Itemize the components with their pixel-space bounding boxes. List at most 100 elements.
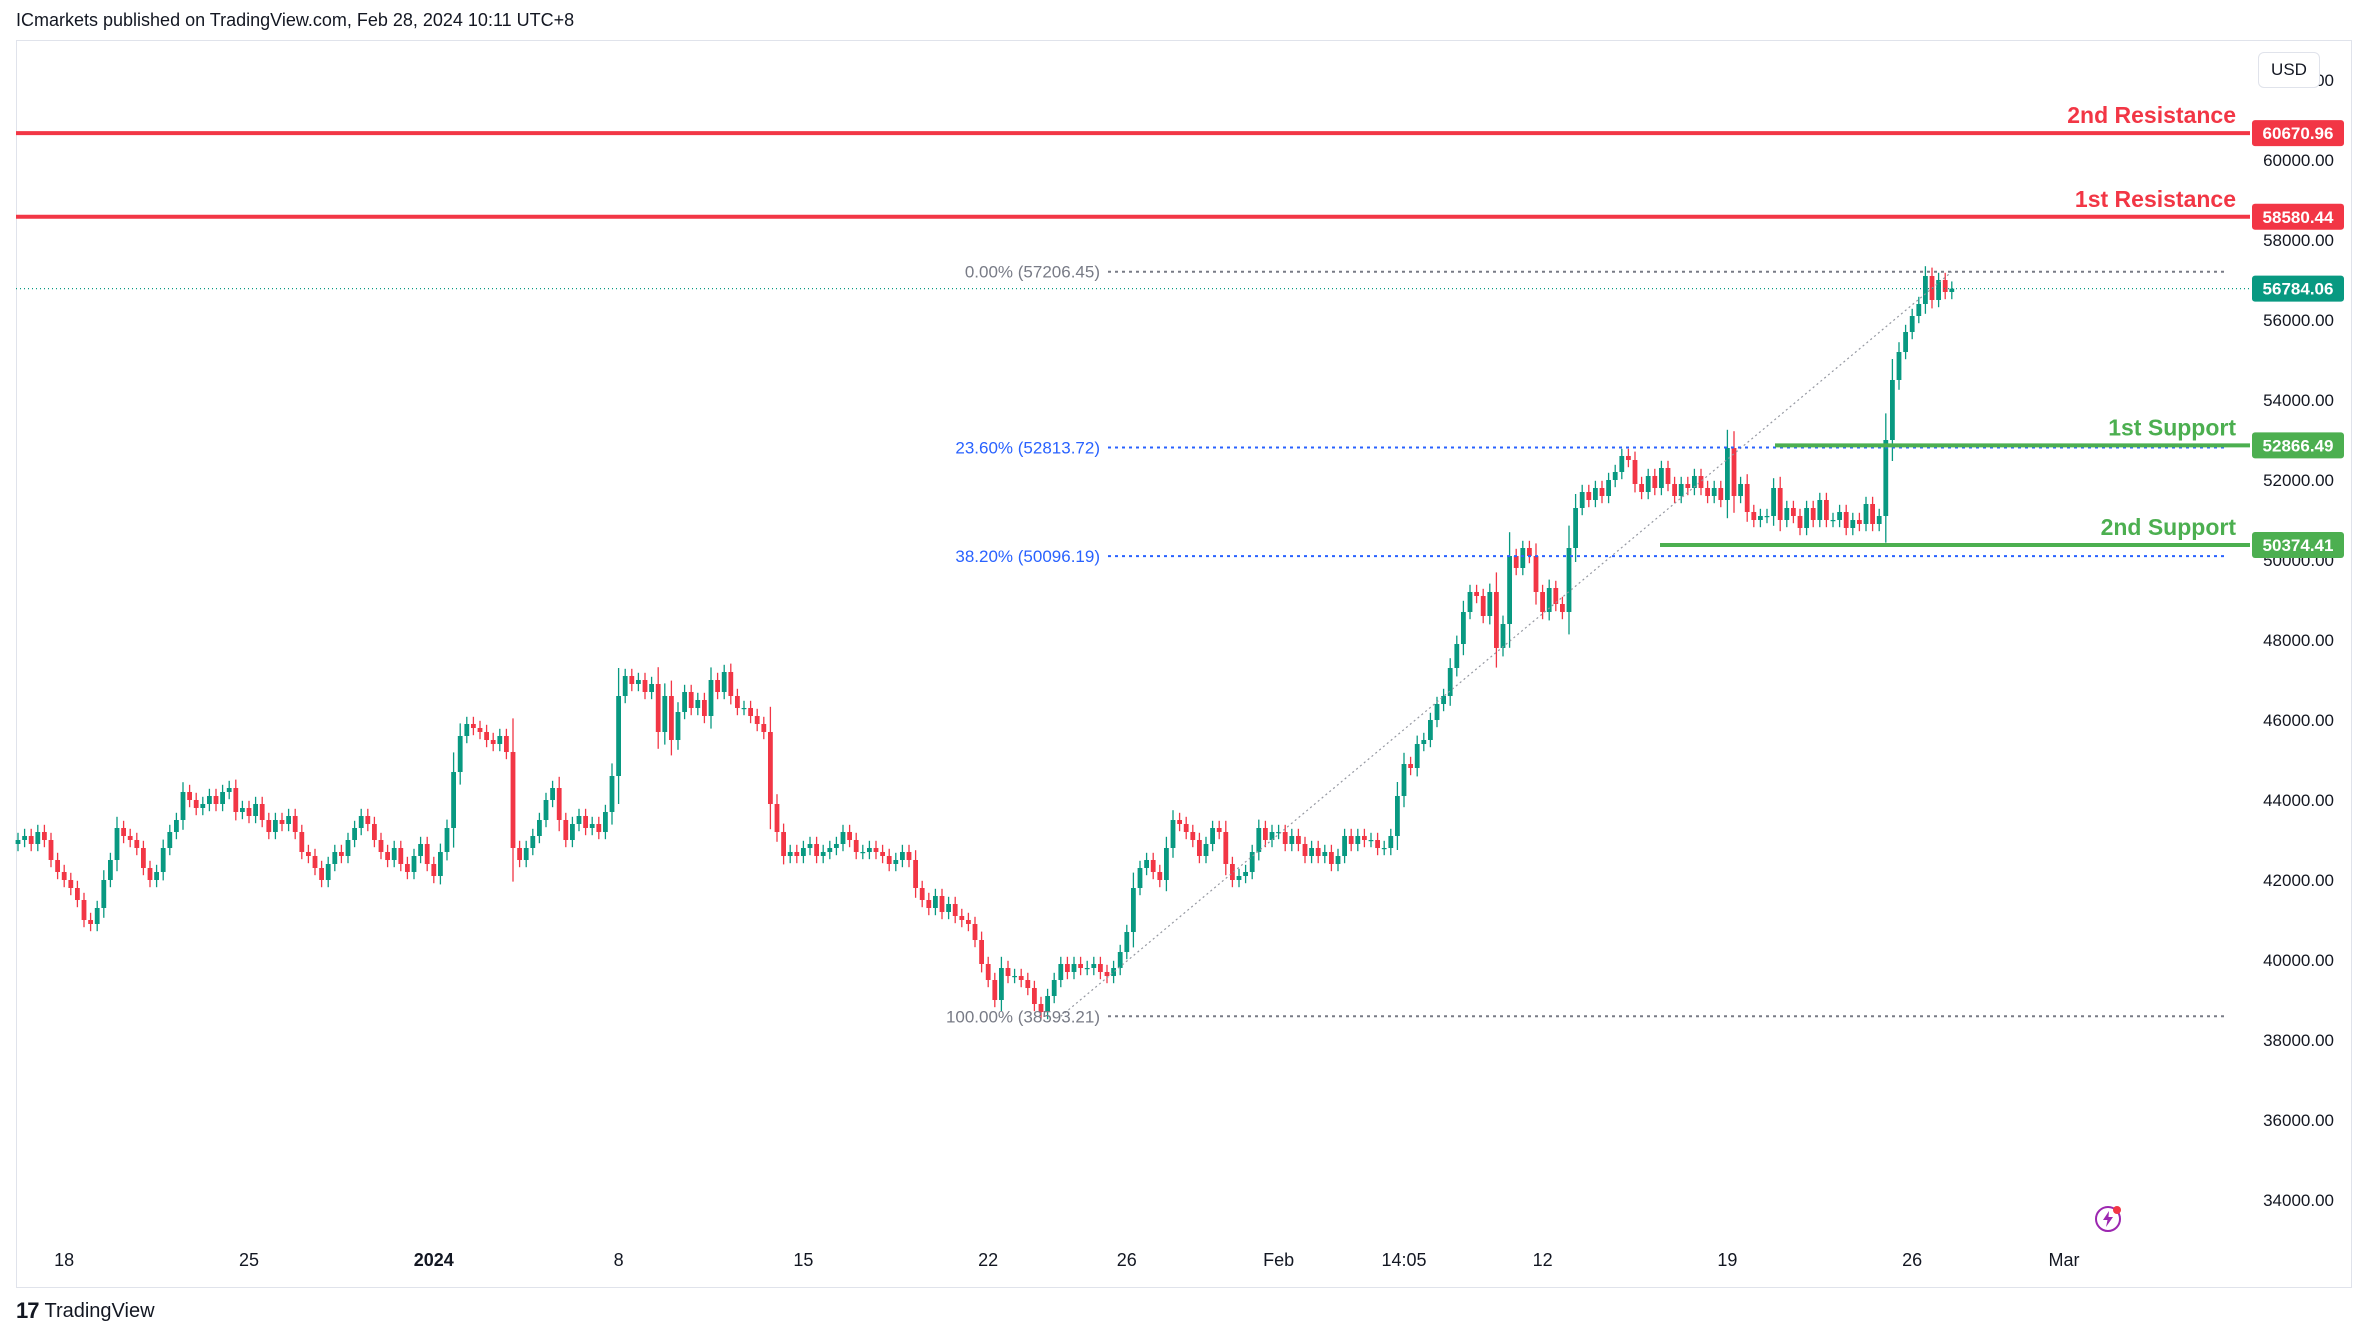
- candle-body: [240, 808, 245, 812]
- candle-body: [1566, 548, 1572, 612]
- candle-body: [1177, 820, 1182, 824]
- fib-level-label: 23.60% (52813.72): [955, 438, 1100, 457]
- candle-body: [1784, 508, 1790, 520]
- candle-body: [1355, 836, 1361, 844]
- candle-body: [556, 788, 562, 820]
- y-tick-label: 48000.00: [2263, 631, 2334, 650]
- candle-body: [464, 724, 470, 736]
- candle-body: [669, 696, 674, 740]
- candle-body: [537, 820, 542, 836]
- candle-body: [1487, 592, 1493, 616]
- candle-body: [167, 832, 173, 848]
- candle-body: [35, 832, 41, 844]
- candle-body: [438, 852, 443, 876]
- candle-body: [22, 836, 27, 840]
- candle-body: [1249, 852, 1255, 872]
- candle-body: [1289, 836, 1295, 844]
- candle-body: [42, 832, 47, 840]
- candle-body: [424, 844, 430, 864]
- x-tick-label: 22: [978, 1250, 998, 1270]
- lightning-icon[interactable]: [2093, 1204, 2123, 1234]
- candle-body: [1243, 872, 1248, 876]
- x-tick-label: Mar: [2049, 1250, 2080, 1270]
- price-tag-label: 52866.49: [2263, 436, 2334, 455]
- fib-trend-line: [1060, 271, 1953, 1017]
- candle-body: [1513, 556, 1519, 568]
- fib-level-label: 38.20% (50096.19): [955, 547, 1100, 566]
- candle-body: [1665, 468, 1671, 484]
- candle-body: [1804, 508, 1809, 528]
- y-tick-label: 44000.00: [2263, 791, 2334, 810]
- candle-body: [1863, 504, 1869, 524]
- candle-body: [1949, 288, 1955, 292]
- candle-body: [1368, 840, 1374, 842]
- candle-body: [946, 904, 951, 912]
- footer-brand: TradingView: [44, 1299, 155, 1322]
- candle-body: [1012, 976, 1017, 978]
- publisher-line: ICmarkets published on TradingView.com, …: [16, 10, 575, 30]
- candle-body: [814, 844, 819, 856]
- candle-body: [735, 696, 740, 708]
- tradingview-logo-icon[interactable]: 17: [16, 1298, 40, 1323]
- candle-body: [187, 792, 192, 800]
- candle-body: [1678, 484, 1684, 496]
- candle-body: [1164, 848, 1169, 880]
- candle-body: [332, 852, 338, 864]
- candle-body: [279, 820, 285, 824]
- candle-body: [1216, 828, 1222, 832]
- candle-body: [952, 904, 958, 916]
- candle-body: [233, 788, 239, 812]
- candle-body: [1916, 304, 1922, 316]
- candle-body: [28, 836, 34, 844]
- candle-body: [1197, 840, 1202, 856]
- candle-body: [68, 880, 74, 888]
- candle-body: [589, 824, 595, 828]
- candle-body: [253, 804, 258, 816]
- candle-body: [728, 672, 734, 696]
- candle-body: [794, 852, 800, 856]
- candle-body: [853, 840, 859, 852]
- candle-body: [1269, 832, 1275, 840]
- candle-body: [985, 964, 991, 980]
- candle-body: [471, 724, 476, 728]
- candle-body: [1540, 592, 1545, 612]
- candle-body: [1375, 840, 1380, 848]
- candle-body: [1454, 644, 1460, 668]
- candle-body: [774, 804, 780, 832]
- x-tick-label: 26: [1902, 1250, 1922, 1270]
- candle-body: [972, 924, 978, 940]
- y-tick-label: 46000.00: [2263, 711, 2334, 730]
- price-tag-label: 58580.44: [2263, 208, 2334, 227]
- candle-body: [1520, 548, 1526, 568]
- candle-body: [873, 848, 879, 852]
- candle-body: [787, 852, 793, 856]
- candle-body: [365, 816, 371, 824]
- candle-body: [1909, 316, 1915, 332]
- candle-body: [919, 888, 925, 900]
- candle-body: [1018, 976, 1024, 980]
- candle-body: [1467, 592, 1473, 612]
- candle-body: [510, 752, 516, 848]
- candle-body: [1632, 460, 1638, 484]
- candle-body: [418, 844, 423, 856]
- currency-label[interactable]: USD: [2258, 52, 2320, 88]
- price-tag-label: 60670.96: [2263, 124, 2334, 143]
- candle-body: [1494, 592, 1499, 648]
- candle-body: [550, 788, 555, 800]
- candle-body: [629, 676, 635, 684]
- candle-body: [1441, 696, 1446, 704]
- candle-body: [1263, 828, 1268, 840]
- candle-body: [1870, 504, 1875, 524]
- price-tag-label: 56784.06: [2263, 280, 2334, 299]
- candle-body: [801, 848, 806, 856]
- x-tick-label: 12: [1533, 1250, 1553, 1270]
- candle-body: [1282, 832, 1288, 844]
- candle-body: [345, 840, 351, 856]
- candle-body: [596, 824, 602, 832]
- candle-body: [451, 772, 456, 828]
- candle-body: [484, 732, 489, 740]
- candle-body: [497, 736, 503, 744]
- candle-body: [695, 700, 701, 708]
- candle-body: [827, 848, 833, 852]
